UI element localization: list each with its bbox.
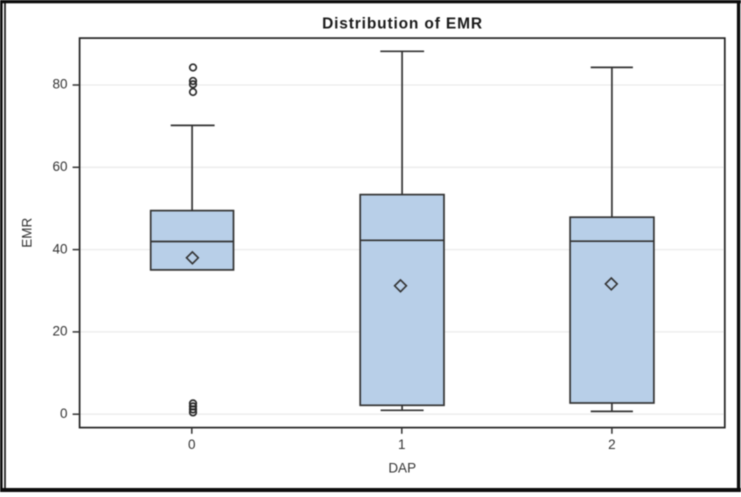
svg-text:20: 20 — [52, 324, 67, 339]
svg-text:Distribution of EMR: Distribution of EMR — [322, 16, 483, 33]
svg-text:0: 0 — [60, 406, 68, 421]
svg-text:2: 2 — [608, 437, 616, 452]
svg-text:0: 0 — [188, 437, 196, 452]
svg-text:EMR: EMR — [19, 218, 34, 248]
svg-text:DAP: DAP — [388, 460, 416, 475]
svg-text:80: 80 — [52, 77, 67, 92]
svg-text:40: 40 — [52, 241, 67, 256]
svg-text:60: 60 — [52, 159, 67, 174]
svg-text:1: 1 — [398, 437, 406, 452]
